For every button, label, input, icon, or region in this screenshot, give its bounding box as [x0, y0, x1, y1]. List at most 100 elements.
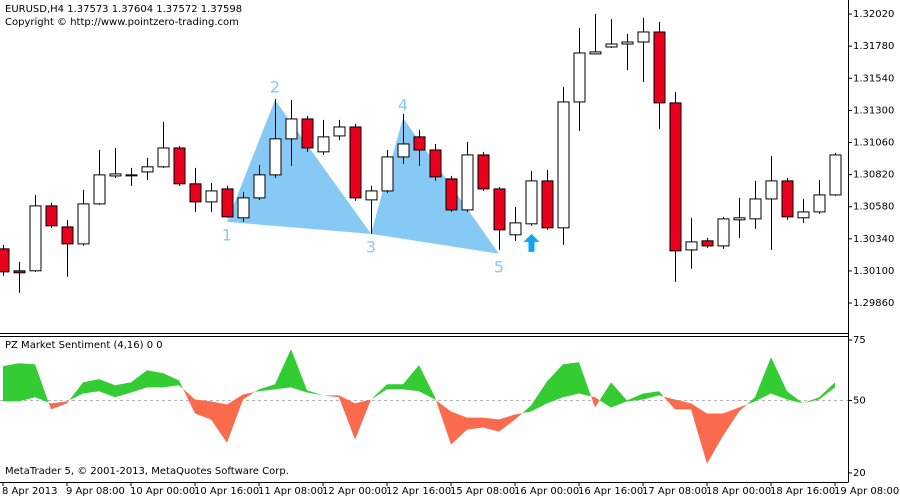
- sentiment-area: [51, 401, 67, 410]
- sentiment-area: [591, 396, 595, 408]
- sentiment-area: [211, 401, 227, 443]
- pattern-label: 5: [494, 257, 504, 276]
- candle-body: [669, 102, 682, 252]
- candle-body: [749, 198, 762, 220]
- sentiment-area: [339, 395, 355, 440]
- y-tick-label: 1.30580: [853, 202, 894, 213]
- pattern-label: 1: [222, 225, 232, 244]
- x-tick-label: 16 Apr 00:00: [514, 486, 579, 497]
- candle-body: [61, 226, 74, 245]
- sentiment-area: [195, 399, 211, 420]
- pattern-label: 3: [366, 237, 376, 256]
- candle-body: [381, 156, 394, 192]
- y-tick-label: 50: [853, 395, 866, 406]
- candle-body: [621, 41, 634, 45]
- sentiment-area: [163, 373, 179, 388]
- x-tick-label: 18 Apr 16:00: [770, 486, 835, 497]
- platform-footnote: MetaTrader 5, © 2001-2013, MetaQuotes So…: [5, 466, 289, 477]
- sentiment-area: [739, 404, 747, 412]
- sentiment-area: [99, 379, 115, 398]
- candle-body: [173, 147, 186, 185]
- candle-body: [605, 43, 618, 48]
- sentiment-area: [131, 370, 147, 393]
- x-tick-label: 10 Apr 00:00: [130, 486, 195, 497]
- sentiment-area: [355, 399, 371, 440]
- sentiment-area: [3, 363, 19, 402]
- sentiment-area: [179, 380, 184, 389]
- sentiment-area: [115, 382, 131, 398]
- sentiment-area: [747, 397, 755, 405]
- sentiment-area: [275, 348, 291, 390]
- sentiment-area: [819, 382, 835, 400]
- sentiment-area: [755, 357, 771, 402]
- sentiment-area: [147, 370, 163, 388]
- y-tick-label: 1.31780: [853, 41, 894, 52]
- sentiment-area: [627, 393, 643, 402]
- x-tick-label: 9 Apr 08:00: [66, 486, 125, 497]
- candle-body: [429, 149, 442, 178]
- candle-body: [285, 118, 298, 140]
- candle-body: [141, 166, 154, 173]
- sentiment-area: [254, 389, 259, 393]
- candle-body: [589, 51, 602, 55]
- y-tick-label: 1.30340: [853, 234, 894, 245]
- candle-body: [765, 180, 778, 200]
- candle-body: [125, 174, 138, 177]
- sentiment-area: [371, 384, 387, 400]
- x-tick-label: 18 Apr 00:00: [706, 486, 771, 497]
- candle-body: [685, 241, 698, 251]
- y-tick-label: 1.30820: [853, 170, 894, 181]
- y-tick-label: 20: [853, 468, 866, 479]
- sentiment-area: [451, 411, 467, 445]
- candle-body: [13, 270, 26, 274]
- candle-body: [525, 180, 538, 225]
- indicator-panel: [0, 348, 848, 464]
- sentiment-area: [611, 382, 627, 408]
- candle-body: [269, 138, 282, 176]
- candle-body: [0, 248, 10, 273]
- candle-body: [77, 203, 90, 245]
- y-tick-label: 1.29860: [853, 298, 894, 309]
- sentiment-area: [643, 391, 659, 400]
- candle-body: [461, 154, 474, 211]
- x-tick-label: 8 Apr 2013: [2, 486, 57, 497]
- candle-body: [717, 218, 730, 247]
- sentiment-area: [723, 407, 739, 436]
- candle-body: [205, 190, 218, 203]
- x-tick-label: 17 Apr 08:00: [642, 486, 707, 497]
- candle-body: [493, 188, 506, 231]
- candle-body: [333, 126, 346, 137]
- candle-body: [541, 180, 554, 229]
- copyright: Copyright © http://www.pointzero-trading…: [5, 17, 239, 28]
- sentiment-area: [35, 364, 49, 403]
- sentiment-area: [522, 405, 531, 414]
- sentiment-area: [387, 384, 403, 390]
- sentiment-area: [499, 414, 515, 432]
- y-tick-label: 75: [853, 335, 866, 346]
- candle-body: [733, 217, 746, 221]
- sentiment-area: [515, 413, 523, 420]
- sentiment-area: [403, 365, 419, 392]
- candle-body: [829, 154, 842, 196]
- pattern-triangle: [227, 99, 371, 234]
- sentiment-area: [803, 397, 819, 404]
- sentiment-area: [67, 400, 70, 404]
- candle-body: [653, 31, 666, 104]
- sentiment-area: [307, 390, 323, 396]
- x-tick-label: 16 Apr 16:00: [578, 486, 643, 497]
- candle-body: [237, 197, 250, 219]
- sentiment-area: [675, 399, 691, 410]
- candle-body: [637, 31, 650, 43]
- sentiment-area: [419, 365, 435, 400]
- candle-body: [93, 174, 106, 205]
- pattern-label: 2: [270, 77, 280, 96]
- y-tick-label: 1.31060: [853, 137, 894, 148]
- candle-body: [701, 240, 714, 247]
- signal-arrow: [523, 233, 540, 252]
- sentiment-area: [48, 402, 51, 410]
- sentiment-area: [663, 396, 675, 410]
- y-tick-label: 1.32020: [853, 9, 894, 20]
- sentiment-area: [659, 391, 664, 397]
- x-tick-label: 11 Apr 08:00: [258, 486, 323, 497]
